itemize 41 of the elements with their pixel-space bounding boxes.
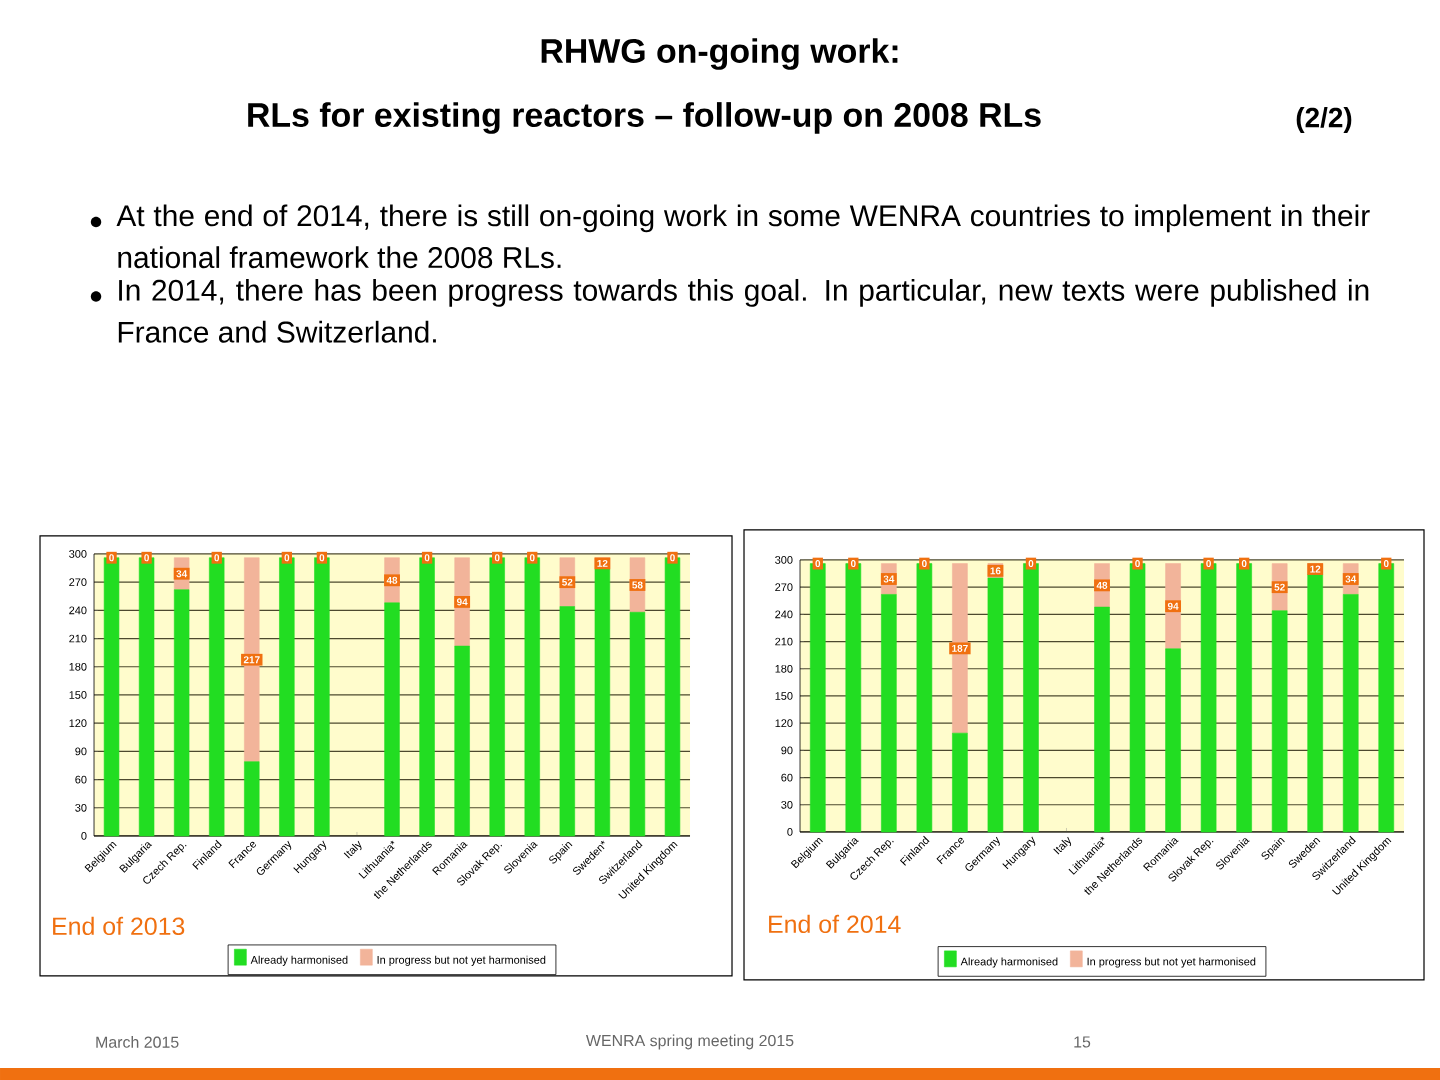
bar bbox=[916, 563, 933, 833]
bar bbox=[594, 568, 611, 837]
bar bbox=[1307, 574, 1323, 833]
bar bbox=[1094, 606, 1110, 833]
bar bbox=[314, 557, 330, 837]
text: RLs for existing reactors – follow-up on 2008 RLs bbox=[248, 102, 1041, 134]
bar bbox=[1342, 594, 1359, 833]
bar bbox=[1165, 648, 1181, 833]
bar bbox=[881, 594, 897, 833]
text: In 2014, there has been progress towards this goal. In particular, new texts were published in France and Switzerland. bbox=[118, 278, 1369, 343]
bar bbox=[845, 563, 862, 833]
bar bbox=[103, 557, 120, 837]
bar bbox=[664, 557, 681, 837]
text: End of 2014 bbox=[769, 914, 901, 934]
bar bbox=[1378, 563, 1395, 833]
bar bbox=[952, 563, 968, 734]
bar bbox=[454, 645, 470, 837]
bar bbox=[559, 606, 576, 837]
text: RHWG on-going work: bbox=[541, 38, 898, 70]
bar bbox=[809, 563, 826, 833]
bar bbox=[1129, 563, 1146, 833]
bar bbox=[138, 557, 155, 837]
bar bbox=[524, 557, 540, 837]
bar bbox=[1271, 610, 1288, 833]
bar bbox=[244, 761, 260, 837]
bar bbox=[1236, 563, 1252, 833]
bar bbox=[419, 557, 435, 837]
text: End of 2013 bbox=[53, 916, 185, 936]
bar bbox=[173, 589, 190, 837]
bar bbox=[489, 557, 505, 837]
bar bbox=[952, 732, 968, 833]
text: (2/2) bbox=[1296, 106, 1352, 133]
bar bbox=[279, 557, 295, 837]
text: At the end of 2014, there is still on-going work in some WENRA countries to implement in their national framework the 2008 RLs. bbox=[116, 204, 1370, 269]
bar bbox=[629, 611, 646, 837]
bar bbox=[244, 557, 260, 763]
bar bbox=[1023, 563, 1039, 833]
bar bbox=[987, 577, 1004, 833]
bar bbox=[209, 557, 225, 837]
bar bbox=[384, 602, 400, 837]
bar bbox=[1200, 563, 1217, 833]
